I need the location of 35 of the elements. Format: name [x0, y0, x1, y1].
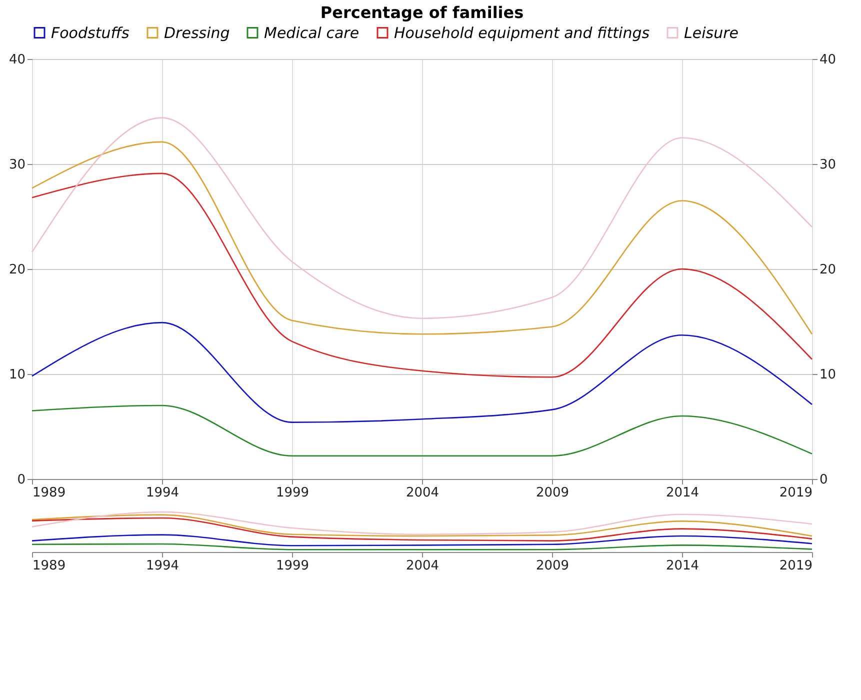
x-tick-label: 2009	[536, 558, 570, 574]
y-tick-label: 30	[8, 158, 26, 172]
chart-subtitle: Percentage of families	[320, 3, 524, 22]
y-tick-label: 0	[17, 472, 26, 488]
x-tick-label: 2014	[666, 486, 700, 500]
y2-tick-label: 40	[820, 52, 836, 68]
x-tick-label: 1994	[146, 486, 180, 500]
legend-label: Household equipment and fittings	[394, 24, 650, 42]
x-tick-label: 2004	[406, 486, 440, 500]
y2-tick-label: 0	[820, 472, 828, 488]
x-tick-label: 2014	[666, 558, 700, 574]
legend-label: Dressing	[164, 24, 230, 42]
line-series	[31, 172, 813, 378]
x-tick-label: 1994	[146, 558, 180, 574]
line-series	[31, 117, 813, 319]
x-tick-label: 2009	[536, 486, 570, 500]
y2-tick-label: 20	[820, 262, 836, 278]
line-series	[31, 322, 813, 423]
legend-label: Medical care	[264, 24, 360, 42]
y-tick-label: 40	[8, 52, 26, 68]
x-tick-label: 1999	[276, 558, 310, 574]
x-tick-label: 2004	[406, 558, 440, 574]
y2-tick-label: 30	[820, 158, 836, 172]
line-series	[31, 404, 813, 457]
y-tick-label: 20	[8, 262, 26, 278]
y2-tick-label: 10	[820, 368, 836, 382]
x-tick-label: 2019	[779, 486, 812, 500]
legend-label: Leisure	[684, 24, 738, 42]
x-tick-label: 1989	[32, 558, 66, 574]
x-tick-label: 1999	[276, 486, 310, 500]
line-series	[31, 141, 813, 335]
legend-label: Foodstuffs	[51, 24, 130, 42]
x-tick-label: 2019	[779, 558, 812, 574]
x-tick-label: 1989	[32, 486, 66, 500]
y-tick-label: 10	[8, 368, 26, 382]
